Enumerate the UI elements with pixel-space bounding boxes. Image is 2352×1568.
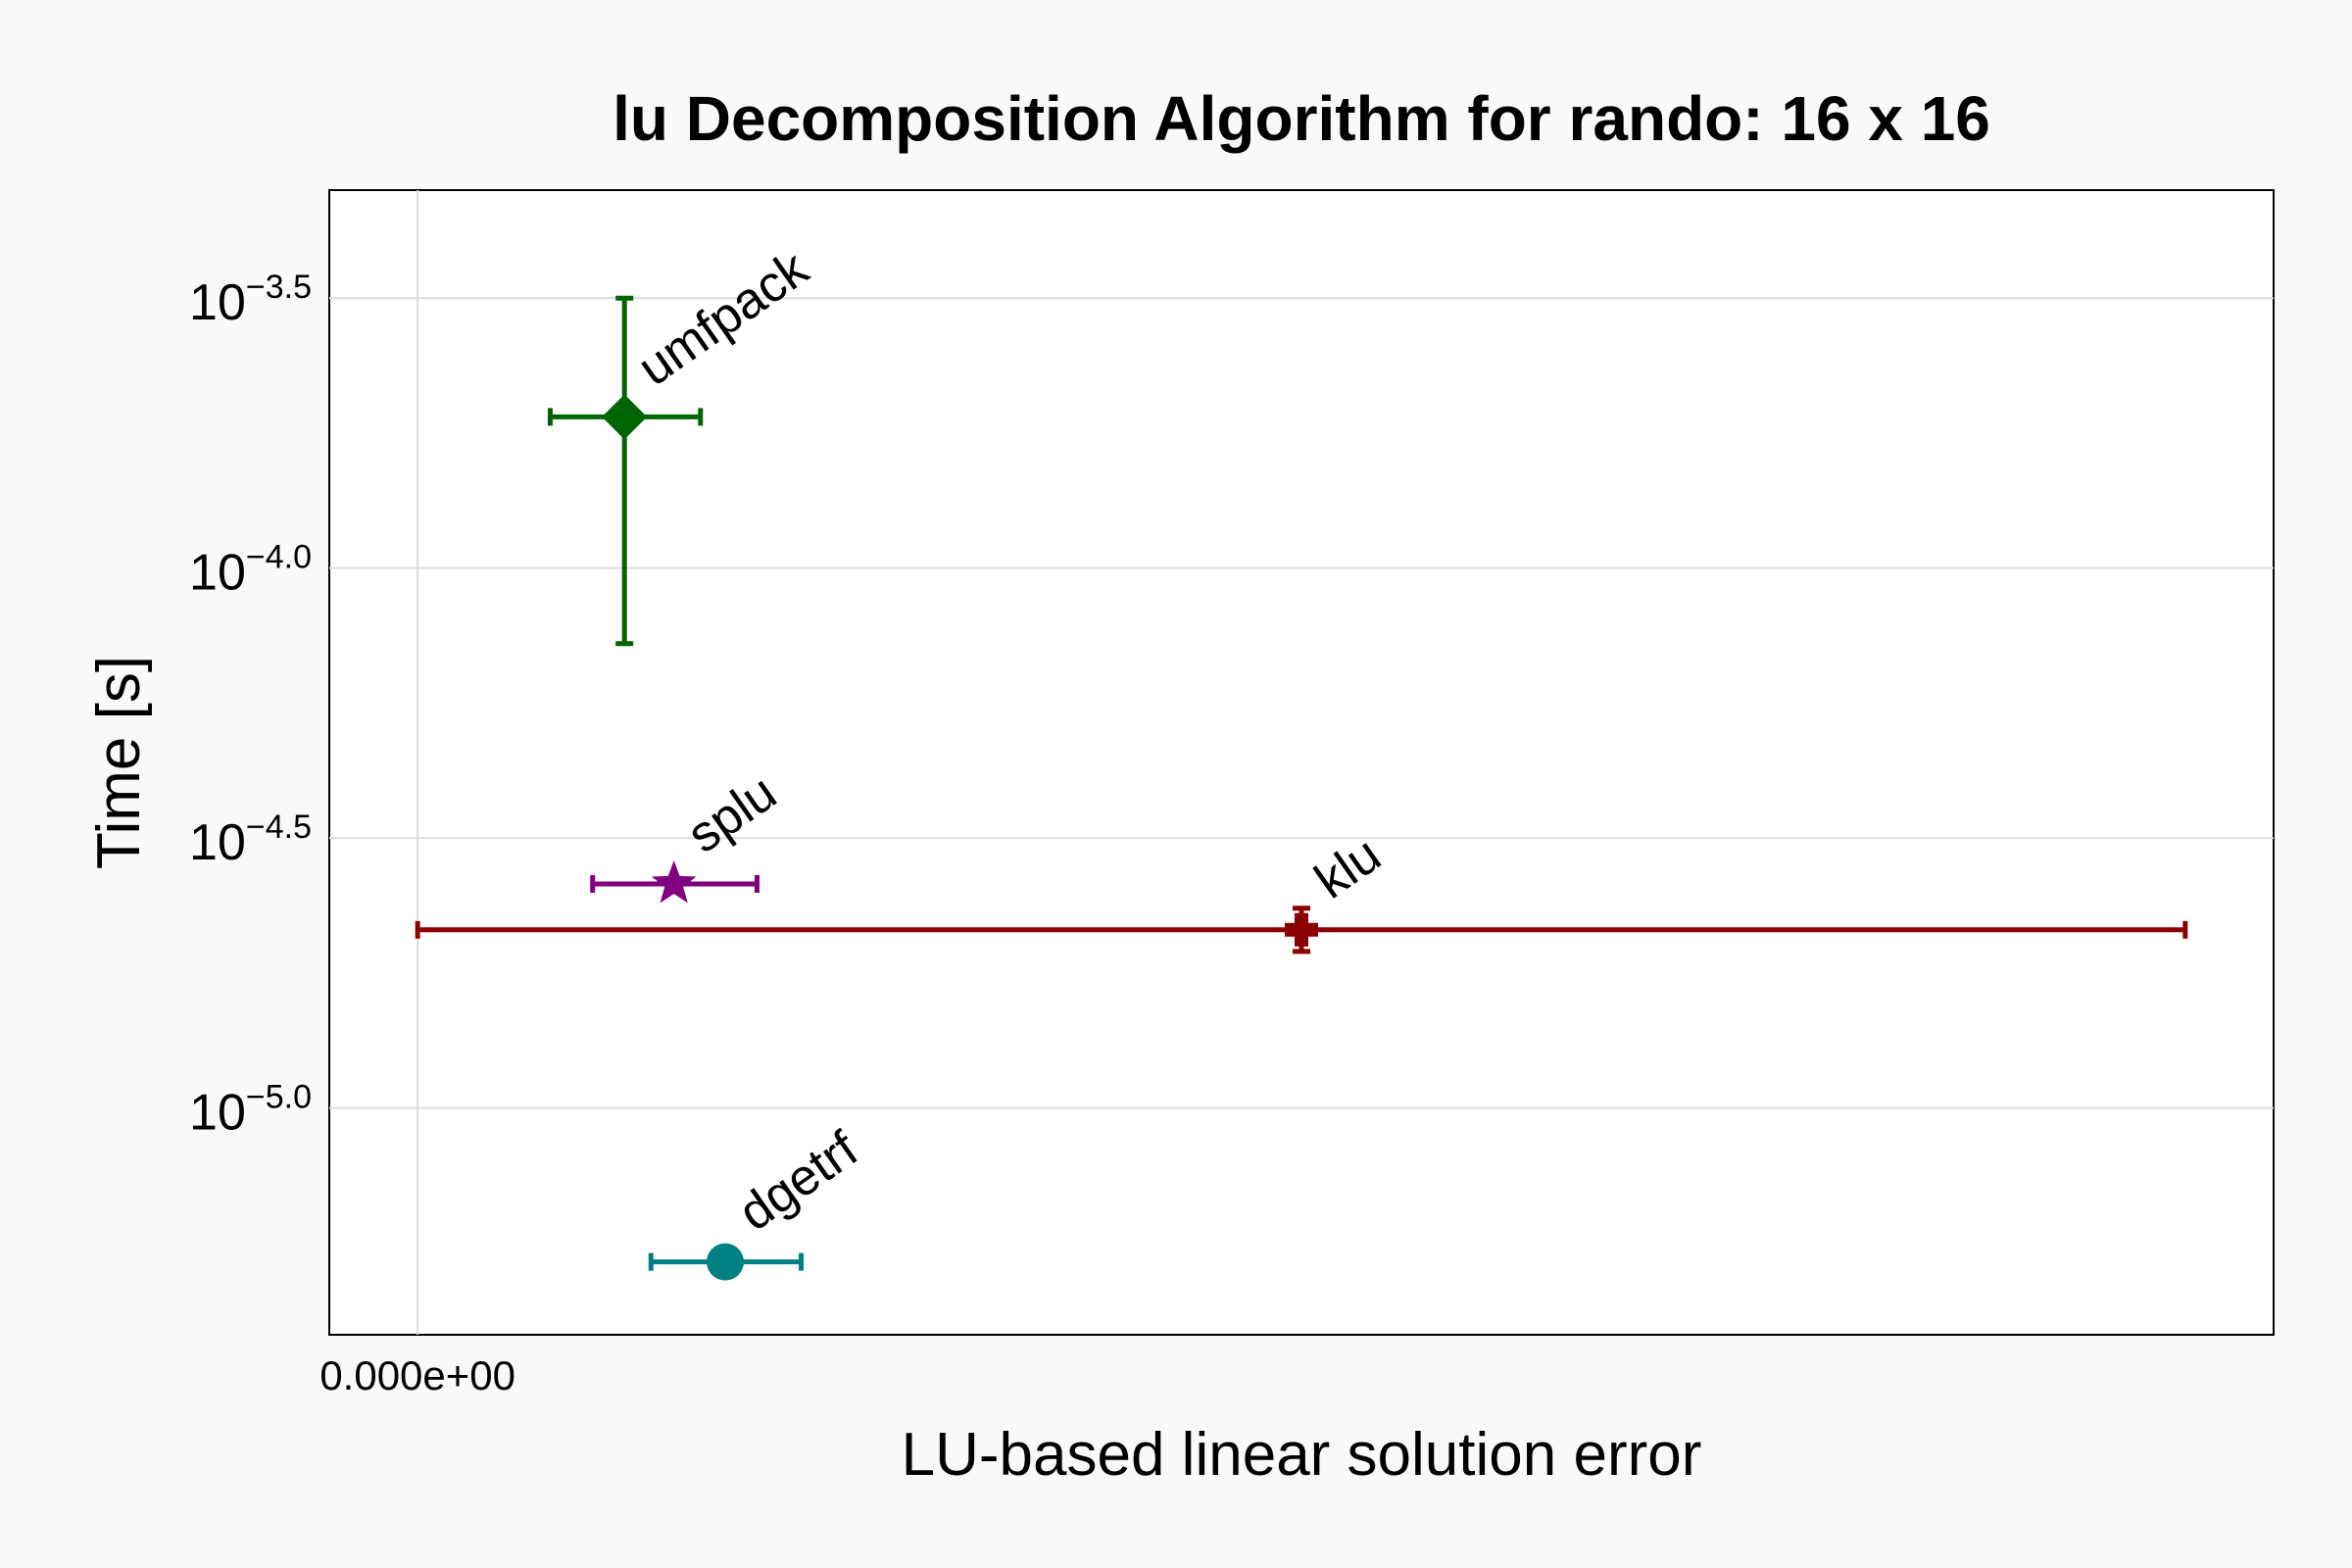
y-tick-label: 10−4.5 [189,808,312,871]
cross-marker [1285,912,1318,947]
y-axis: 10−3.5 10−4.0 10−4.5 10−5.0 [189,269,312,1141]
x-axis: 0.000e+00 [319,1352,515,1398]
circle-marker [707,1243,745,1281]
y-tick-label: 10−5.0 [189,1079,312,1142]
x-axis-label: LU-based linear solution error [902,1421,1702,1489]
chart-title: lu Decomposition Algorithm for rando: 16… [612,83,1990,154]
diamond-marker [602,394,648,440]
y-axis-label: Time [s] [85,656,153,869]
y-tick-label: 10−3.5 [189,269,312,331]
plot-area [328,189,2275,1336]
grid [329,190,2274,1335]
y-tick-label: 10−4.0 [189,539,312,602]
star-marker [651,860,697,904]
x-tick-label: 0.000e+00 [319,1352,515,1398]
